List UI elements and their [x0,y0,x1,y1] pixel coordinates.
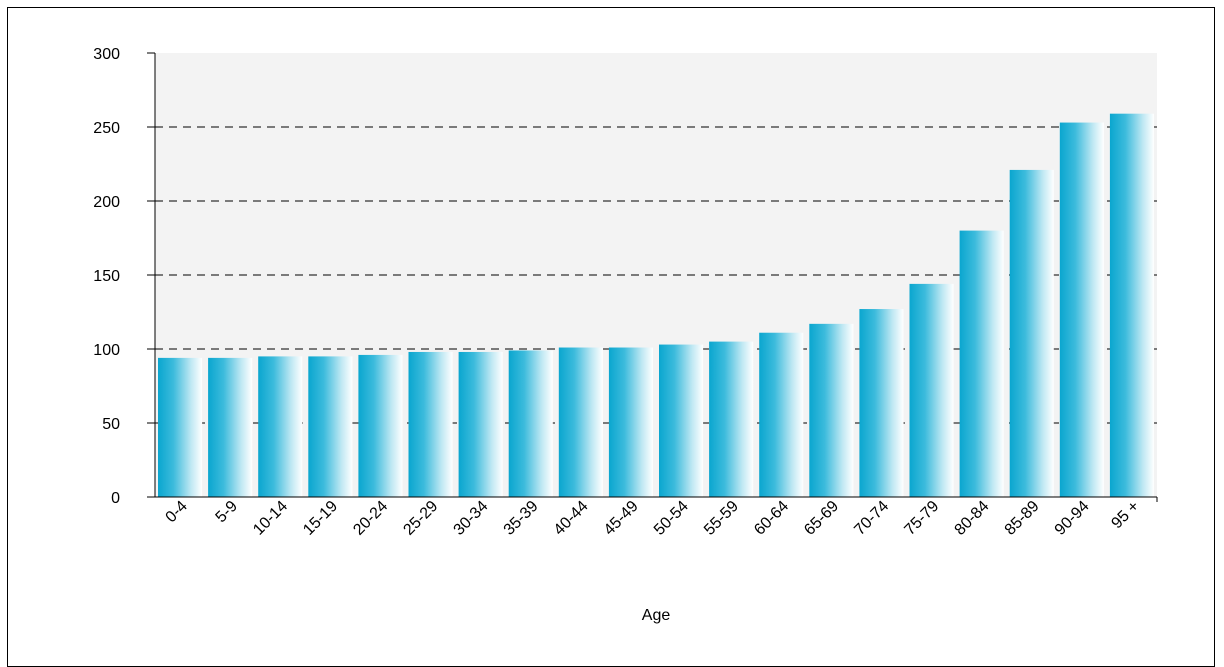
bar-60-64 [759,332,804,497]
x-tick-label: 40-44 [551,498,592,539]
x-tick-label: 65-69 [801,498,842,539]
bar-20-24 [358,354,403,497]
x-tick-label: 5-9 [213,498,241,526]
x-tick-label: 55-59 [701,498,742,539]
bar-40-44 [558,347,603,497]
bars [158,113,1154,498]
bar-95plus [1109,113,1154,498]
y-tick-label-100: 100 [93,342,120,359]
plot-area [155,53,1157,497]
bar-5-9 [208,357,253,497]
bar-35-39 [508,350,553,497]
x-tick-label: 0-4 [163,498,191,526]
bar-80-84 [959,230,1004,497]
y-tick-label-200: 200 [93,194,120,211]
y-tick-label-150: 150 [93,268,120,285]
y-tick-label-300: 300 [93,46,120,63]
bar-55-59 [709,341,754,497]
axes [147,52,1158,502]
bar-10-14 [258,356,303,497]
bar-65-69 [809,323,854,497]
bar-0-4 [158,357,203,497]
x-tick-label: 50-54 [651,498,692,539]
y-tick-label-50: 50 [102,416,120,433]
bar-85-89 [1009,169,1054,498]
x-tick-label: 45-49 [601,498,642,539]
x-tick-label: 30-34 [451,498,492,539]
x-tick-label: 20-24 [350,498,391,539]
bar-45-49 [608,347,653,497]
x-axis-title: Age [642,607,671,624]
bar-30-34 [458,351,503,497]
x-tick-label: 70-74 [851,498,892,539]
y-tick-label-250: 250 [93,120,120,137]
y-tick-label-0: 0 [111,490,120,507]
bar-70-74 [859,309,904,497]
bar-25-29 [408,351,453,497]
bar-50-54 [659,344,704,497]
bar-75-79 [909,283,954,497]
x-tick-label: 10-14 [250,498,291,539]
bar-15-19 [308,356,353,497]
x-tick-label: 75-79 [901,498,942,539]
x-tick-label: 95 + [1108,498,1142,532]
x-tick-labels: 0-4 5-9 10-14 15-19 20-24 25-29 30-34 35-39 40-4… [163,498,1143,539]
bar-90-94 [1059,122,1104,497]
x-tick-label: 80-84 [952,498,993,539]
x-tick-label: 85-89 [1002,498,1043,539]
x-tick-label: 25-29 [400,498,441,539]
x-tick-label: 60-64 [751,498,792,539]
x-tick-label: 90-94 [1052,498,1093,539]
y-tick-labels: 0 50 100 150 200 250 300 [93,46,120,507]
x-tick-label: 35-39 [501,498,542,539]
x-tick-label: 15-19 [300,498,341,539]
